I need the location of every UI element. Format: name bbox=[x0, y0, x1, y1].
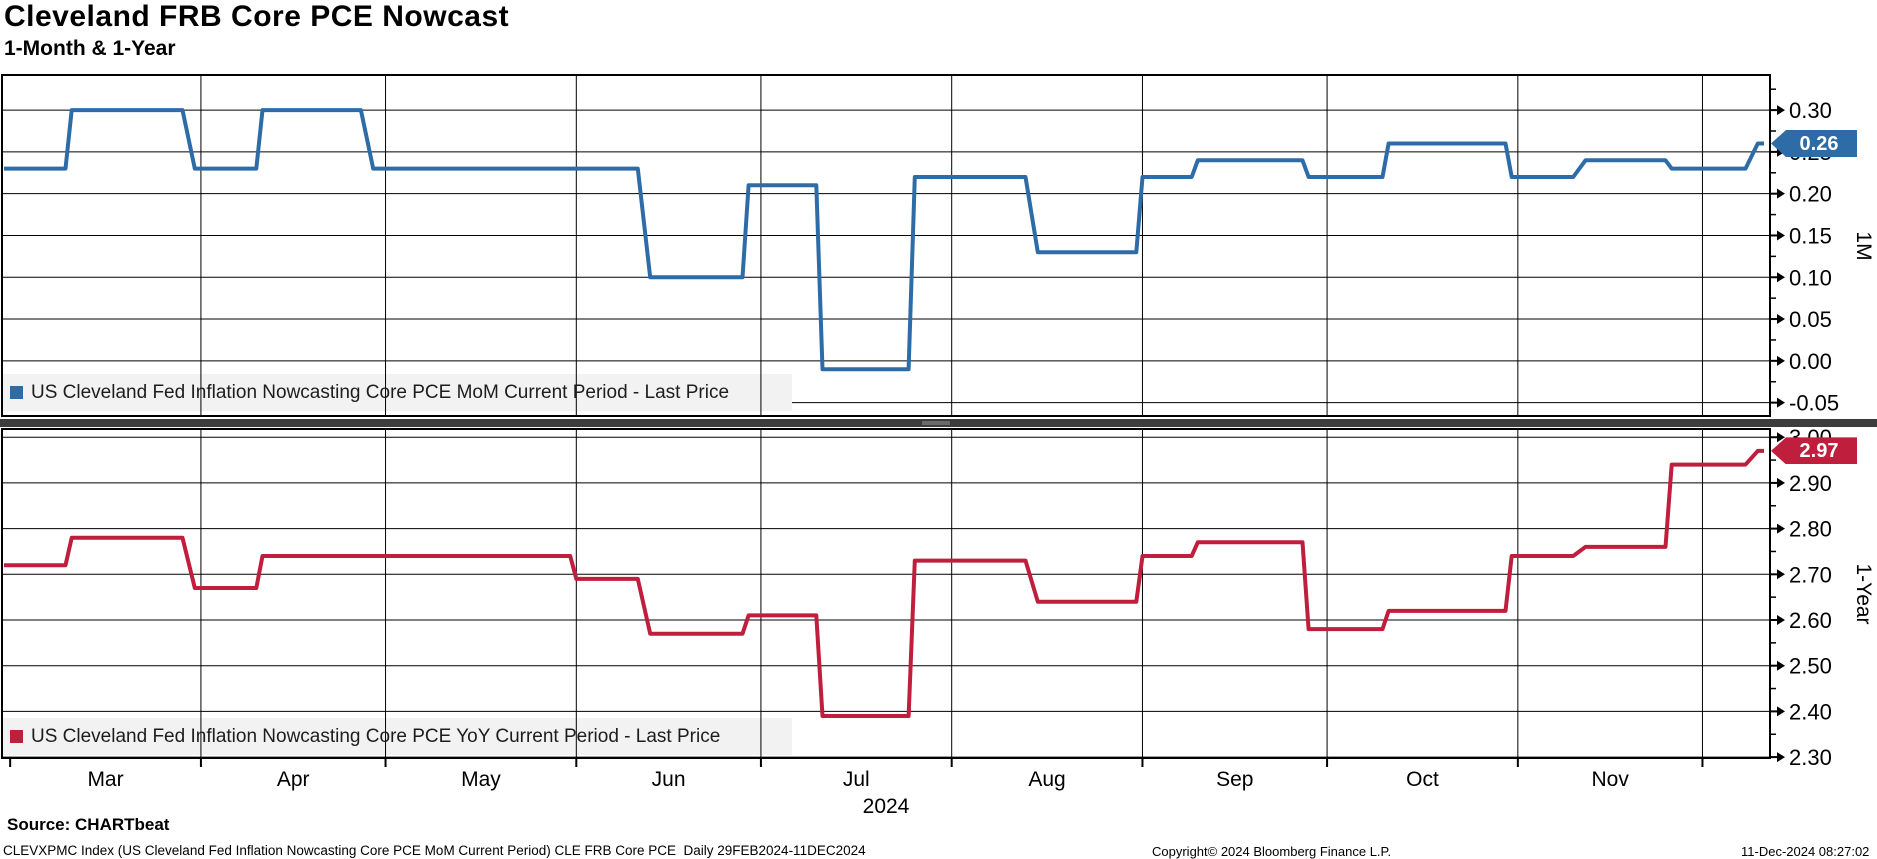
legend-mom-series[interactable]: US Cleveland Fed Inflation Nowcasting Co… bbox=[10, 374, 729, 411]
legend-yoy-label: US Cleveland Fed Inflation Nowcasting Co… bbox=[31, 725, 721, 747]
yoy-series-line bbox=[4, 448, 1764, 718]
y-tick-arrow-icon bbox=[1777, 105, 1785, 116]
y-tick-arrow-icon bbox=[1777, 706, 1785, 717]
mom-legend-box-bg bbox=[2, 374, 792, 411]
footer-description: CLEVXPMC Index (US Cleveland Fed Inflati… bbox=[3, 843, 866, 858]
y-tick-label: 0.00 bbox=[1789, 349, 1832, 374]
yoy-legend-box-bg bbox=[2, 718, 792, 755]
y-tick-label: 0.30 bbox=[1789, 98, 1832, 123]
x-month-label: Jun bbox=[652, 768, 686, 791]
y-tick-arrow-icon bbox=[1777, 615, 1785, 626]
y-tick-label: 0.10 bbox=[1789, 265, 1832, 290]
x-year-label: 2024 bbox=[863, 795, 910, 818]
y-tick-arrow-icon bbox=[1777, 314, 1785, 325]
x-month-label: Apr bbox=[277, 768, 310, 791]
y-tick-label: 2.50 bbox=[1789, 654, 1832, 679]
footer-source: Source: CHARTbeat bbox=[7, 815, 170, 834]
footer-timestamp: 11-Dec-2024 08:27:02 bbox=[1741, 844, 1870, 859]
x-month-label: Oct bbox=[1406, 768, 1439, 791]
panel-splitter[interactable] bbox=[0, 419, 1877, 427]
mom-last-price-label: 0.26 bbox=[1771, 130, 1857, 157]
y-tick-arrow-icon bbox=[1777, 230, 1785, 241]
x-month-label: Jul bbox=[843, 768, 870, 791]
x-month-label: Aug bbox=[1028, 768, 1065, 791]
legend-yoy-series[interactable]: US Cleveland Fed Inflation Nowcasting Co… bbox=[10, 718, 720, 755]
y-tick-label: 0.20 bbox=[1789, 182, 1832, 207]
footer-copyright: Copyright© 2024 Bloomberg Finance L.P. bbox=[1152, 844, 1392, 859]
y-axis-title-1year: 1-Year bbox=[1852, 563, 1875, 625]
y-tick-arrow-icon bbox=[1777, 272, 1785, 283]
y-tick-arrow-icon bbox=[1777, 188, 1785, 199]
page-title: Cleveland FRB Core PCE Nowcast bbox=[4, 0, 510, 33]
y-axis-title-1m: 1M bbox=[1852, 231, 1875, 261]
yoy-last-price-value: 2.97 bbox=[1799, 439, 1839, 462]
mom-series-swatch-icon bbox=[10, 386, 23, 399]
x-month-label: Sep bbox=[1216, 768, 1253, 791]
y-tick-label: 2.40 bbox=[1789, 699, 1832, 724]
legend-mom-label: US Cleveland Fed Inflation Nowcasting Co… bbox=[31, 381, 730, 403]
mom-plot-area[interactable] bbox=[2, 75, 1770, 416]
yoy-last-price-label: 2.97 bbox=[1771, 437, 1857, 465]
y-tick-arrow-icon bbox=[1777, 523, 1785, 534]
y-tick-label: 0.05 bbox=[1789, 307, 1832, 332]
x-month-label: Mar bbox=[87, 768, 123, 791]
y-tick-label: 2.90 bbox=[1789, 471, 1832, 496]
yoy-plot-area[interactable] bbox=[2, 429, 1770, 758]
page-subtitle: 1-Month & 1-Year bbox=[4, 37, 176, 60]
y-tick-arrow-icon bbox=[1777, 752, 1785, 763]
x-month-label: May bbox=[461, 768, 501, 791]
mom-last-price-value: 0.26 bbox=[1799, 132, 1839, 155]
y-tick-label: 2.70 bbox=[1789, 562, 1832, 587]
y-tick-label: 2.30 bbox=[1789, 745, 1832, 770]
y-tick-label: 2.60 bbox=[1789, 608, 1832, 633]
x-month-label: Nov bbox=[1591, 768, 1629, 791]
y-tick-arrow-icon bbox=[1777, 477, 1785, 488]
y-tick-label: 0.15 bbox=[1789, 223, 1832, 248]
yoy-series-swatch-icon bbox=[10, 730, 23, 743]
mom-panel-frame bbox=[1, 74, 1771, 417]
splitter-grip-icon bbox=[922, 421, 950, 425]
y-tick-arrow-icon bbox=[1777, 569, 1785, 580]
mom-series-line bbox=[4, 108, 1764, 372]
y-tick-label: -0.05 bbox=[1789, 391, 1839, 416]
y-tick-arrow-icon bbox=[1777, 660, 1785, 671]
y-tick-label: 2.80 bbox=[1789, 517, 1832, 542]
yoy-panel-frame bbox=[1, 428, 1771, 759]
y-tick-arrow-icon bbox=[1777, 355, 1785, 366]
y-tick-arrow-icon bbox=[1777, 432, 1785, 443]
y-tick-arrow-icon bbox=[1777, 397, 1785, 408]
